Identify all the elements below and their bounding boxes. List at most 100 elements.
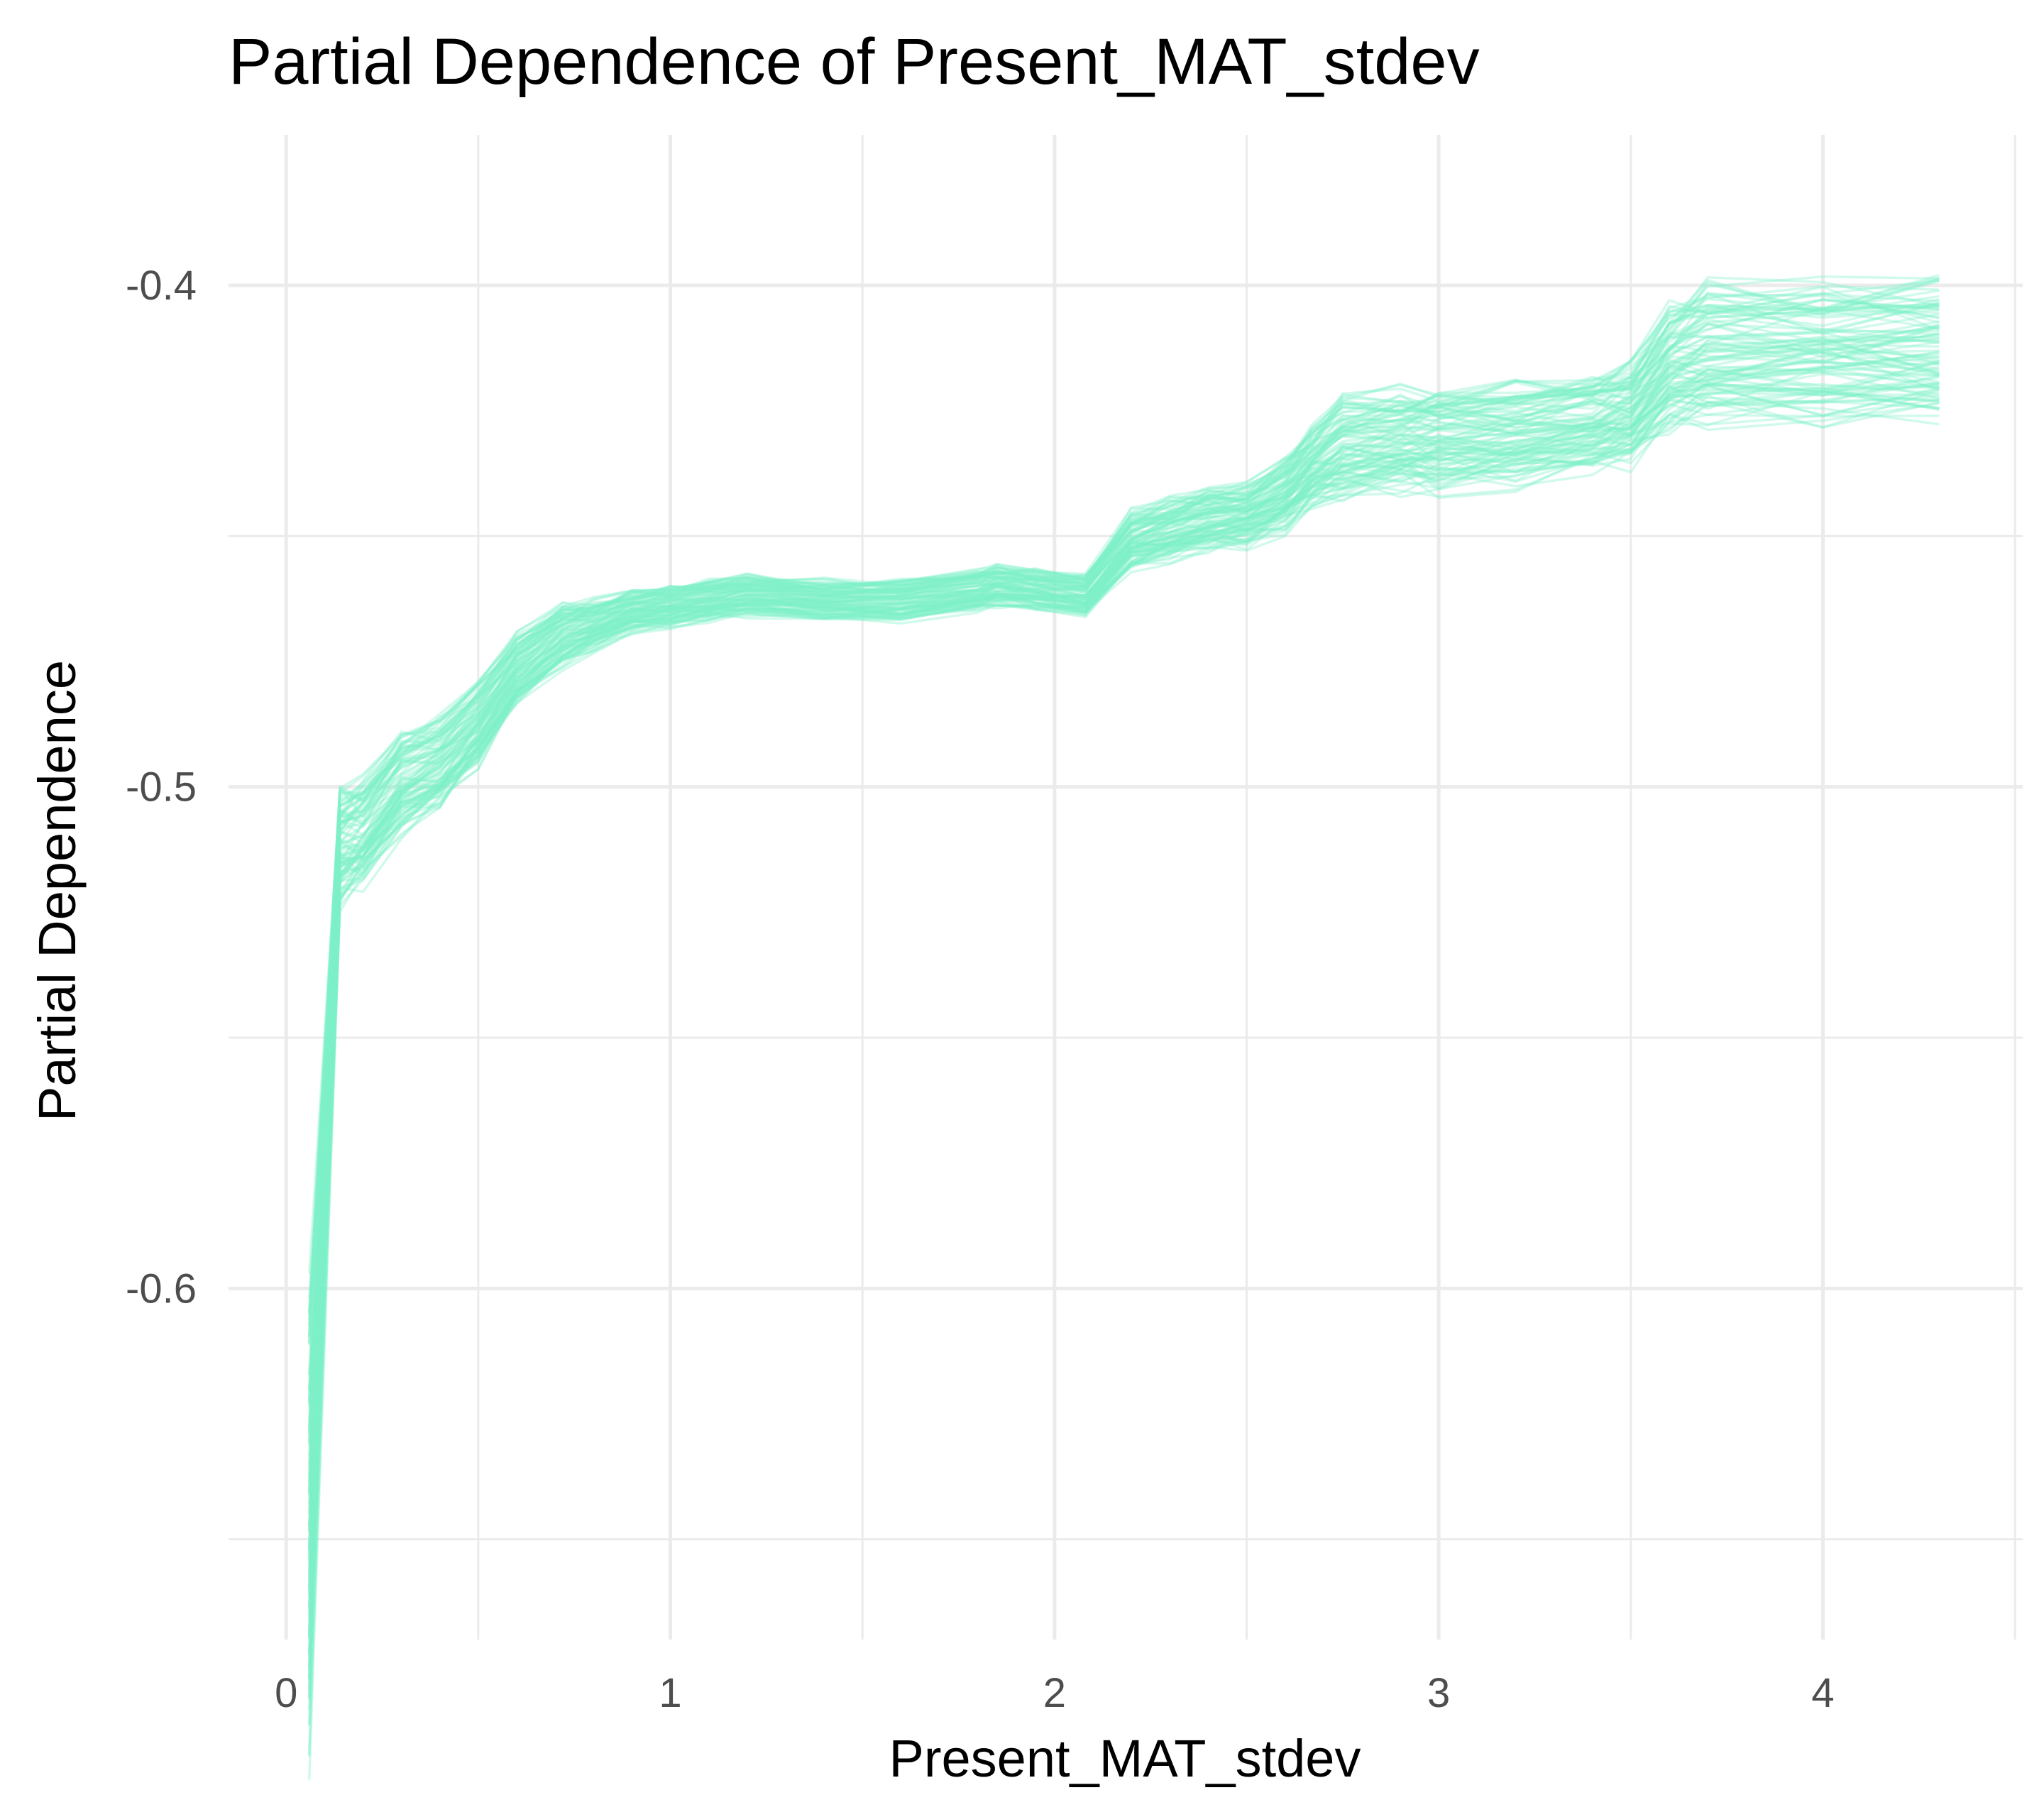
- pd-curve-line: [307, 323, 1940, 1492]
- pd-curve-line: [307, 303, 1940, 1338]
- pd-curve-line: [307, 334, 1940, 1495]
- pd-curve-line: [307, 402, 1940, 1671]
- pd-curve-line: [307, 385, 1940, 1637]
- x-tick-label: 2: [1043, 1670, 1066, 1716]
- y-tick-label: -0.6: [126, 1266, 197, 1312]
- pd-curve-line: [307, 338, 1940, 1549]
- pd-curve-line: [307, 285, 1940, 1345]
- pd-curve-line: [307, 373, 1940, 1552]
- pd-curve-line: [307, 302, 1940, 1327]
- pd-curve-line: [307, 312, 1940, 1346]
- pd-curve-line: [307, 276, 1940, 1338]
- pd-curve-line: [307, 375, 1940, 1725]
- pd-curve-line: [307, 295, 1940, 1390]
- pd-curve-line: [307, 275, 1940, 1336]
- pd-curve-line: [307, 297, 1940, 1434]
- pd-curve-line: [307, 353, 1940, 1564]
- pd-curve-line: [307, 349, 1940, 1527]
- pd-curve-line: [307, 385, 1940, 1664]
- pd-curve-line: [307, 279, 1940, 1314]
- pd-curve-line: [307, 336, 1940, 1505]
- pd-curve-line: [307, 360, 1940, 1586]
- pd-curve-line: [307, 354, 1940, 1668]
- pd-curve-line: [307, 361, 1940, 1652]
- tick-labels-layer: 0 1 2 3 4 -0.4 -0.5 -0.6: [126, 263, 1835, 1716]
- pd-curve-line: [307, 382, 1940, 1574]
- pd-lines-layer: [307, 274, 1940, 1781]
- pd-curve-line: [307, 303, 1940, 1434]
- pd-curve-line: [307, 398, 1940, 1622]
- pd-curve-line: [307, 279, 1940, 1344]
- pd-curve-line: [307, 401, 1940, 1781]
- pd-curve-line: [307, 345, 1940, 1613]
- pd-curve-line: [307, 301, 1940, 1375]
- pd-curve-line: [307, 304, 1940, 1429]
- pd-curve-line: [307, 280, 1940, 1300]
- y-tick-label: -0.5: [126, 764, 197, 811]
- x-axis-title: Present_MAT_stdev: [889, 1729, 1361, 1788]
- x-tick-label: 3: [1427, 1670, 1450, 1716]
- pd-curve-line: [307, 343, 1940, 1531]
- pd-curve-line: [307, 305, 1940, 1392]
- pd-curve-line: [307, 335, 1940, 1389]
- x-tick-label: 1: [659, 1670, 681, 1716]
- pd-curve-line: [307, 381, 1940, 1639]
- y-axis-title: Partial Dependence: [28, 660, 87, 1121]
- pd-curve-line: [307, 384, 1940, 1681]
- pd-curve-line: [307, 322, 1940, 1495]
- pd-curve-line: [307, 389, 1940, 1755]
- pd-curve-line: [307, 346, 1940, 1550]
- pd-curve-line: [307, 292, 1940, 1315]
- pd-curve-line: [307, 336, 1940, 1560]
- pd-curve-line: [307, 341, 1940, 1591]
- pd-curve-line: [307, 318, 1940, 1532]
- grid-layer: [229, 135, 2023, 1640]
- pd-curve-line: [307, 274, 1940, 1274]
- pd-curve-line: [307, 365, 1940, 1533]
- pd-curve-line: [307, 366, 1940, 1598]
- pd-curve-line: [307, 366, 1940, 1637]
- pd-curve-line: [307, 381, 1940, 1679]
- pd-curve-line: [307, 343, 1940, 1608]
- pd-curve-line: [307, 297, 1940, 1443]
- chart-title: Partial Dependence of Present_MAT_stdev: [229, 26, 1480, 98]
- pd-curve-line: [307, 322, 1940, 1551]
- pd-curve-line: [307, 320, 1940, 1493]
- pd-curve-line: [307, 326, 1940, 1456]
- pd-curve-line: [307, 371, 1940, 1615]
- pd-curve-line: [307, 359, 1940, 1638]
- pd-curve-line: [307, 374, 1940, 1578]
- pd-curve-line: [307, 278, 1940, 1376]
- pd-curve-line: [307, 324, 1940, 1571]
- pd-curve-line: [307, 278, 1940, 1400]
- pd-curve-line: [307, 331, 1940, 1590]
- pd-curve-line: [307, 299, 1940, 1403]
- pd-curve-line: [307, 326, 1940, 1546]
- pd-curve-line: [307, 335, 1940, 1512]
- pd-curve-line: [307, 385, 1940, 1701]
- pd-curve-line: [307, 386, 1940, 1698]
- pd-curve-line: [307, 346, 1940, 1484]
- pd-curve-line: [307, 398, 1940, 1698]
- pd-curve-line: [307, 338, 1940, 1527]
- x-tick-label: 0: [275, 1670, 297, 1716]
- pd-curve-line: [307, 303, 1940, 1422]
- pd-curve-line: [307, 368, 1940, 1581]
- pd-curve-line: [307, 351, 1940, 1608]
- pd-curve-line: [307, 361, 1940, 1596]
- pd-curve-line: [307, 289, 1940, 1428]
- pd-curve-line: [307, 395, 1940, 1634]
- pd-curve-line: [307, 390, 1940, 1726]
- pd-curve-line: [307, 390, 1940, 1679]
- pd-curve-line: [307, 383, 1940, 1654]
- pd-curve-line: [307, 298, 1940, 1466]
- pd-curve-line: [307, 275, 1940, 1404]
- y-tick-label: -0.4: [126, 263, 197, 309]
- pd-curve-line: [307, 292, 1940, 1444]
- pd-curve-line: [307, 359, 1940, 1656]
- pd-curve-line: [307, 366, 1940, 1670]
- pd-curve-line: [307, 402, 1940, 1690]
- pd-curve-line: [307, 383, 1940, 1690]
- pd-curve-line: [307, 298, 1940, 1482]
